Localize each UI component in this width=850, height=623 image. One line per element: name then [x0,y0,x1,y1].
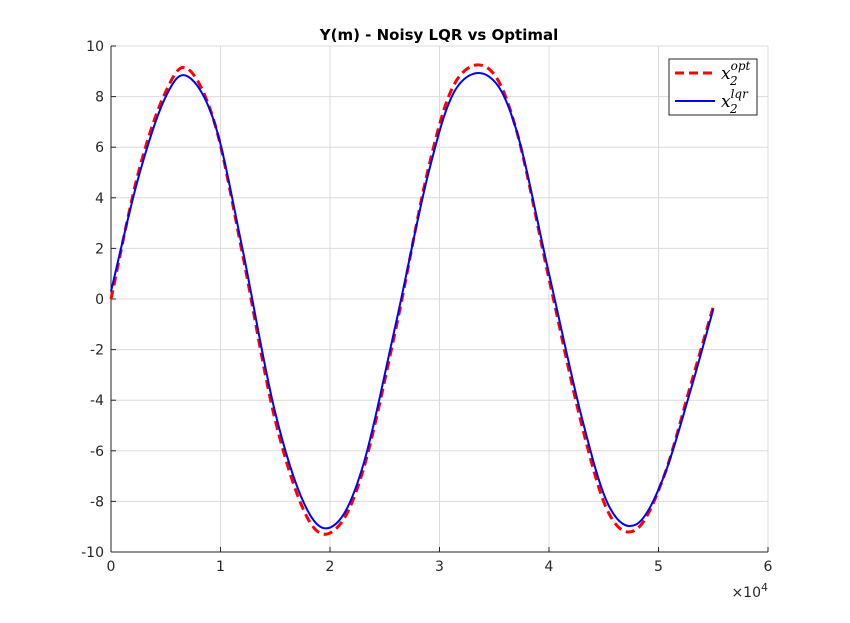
legend-label-subscript: 2 [729,74,738,88]
legend-label: xopt 2 [721,59,751,88]
legend-label-superscript: opt [731,59,751,73]
legend-label: xlqr 2 [721,87,749,116]
y-tick-label: -10 [81,545,104,561]
y-tick-label: 10 [86,39,104,55]
y-tick-label: 6 [95,140,104,156]
x-tick-label: 5 [654,559,663,575]
x-axis-exponent: ×104 [731,581,768,601]
y-tick-label: -8 [90,494,104,510]
y-tick-label: -2 [90,343,104,359]
x-tick-label: 2 [326,559,335,575]
y-tick-label: 2 [95,241,104,257]
chart-title: Y(m) - Noisy LQR vs Optimal [319,26,559,44]
legend-box [668,58,758,116]
x-scale-exponent: 4 [761,581,768,594]
legend-label-base: x [721,64,731,84]
x-tick-label: 4 [545,559,554,575]
legend-label-superscript: lqr [731,87,750,101]
legend-label-base: x [721,92,731,112]
y-tick-label: -4 [90,393,104,409]
x-tick-label: 1 [216,559,225,575]
x-tick-label: 6 [764,559,773,575]
legend-label-subscript: 2 [729,102,738,116]
y-tick-label: -6 [90,444,104,460]
y-tick-label: 0 [95,292,104,308]
plot-area: 0 1 2 3 4 5 6 -10 -8 -6 -4 -2 0 2 4 6 8 10 [81,39,772,575]
x-scale-label: ×10 [731,585,761,601]
series-line-x2-opt [109,63,715,536]
x-tick-label: 0 [107,559,116,575]
y-tick-label: 4 [95,191,104,207]
y-tick-label: 8 [95,90,104,106]
series-line-x2-lqr [110,72,715,530]
x-tick-label: 3 [435,559,444,575]
